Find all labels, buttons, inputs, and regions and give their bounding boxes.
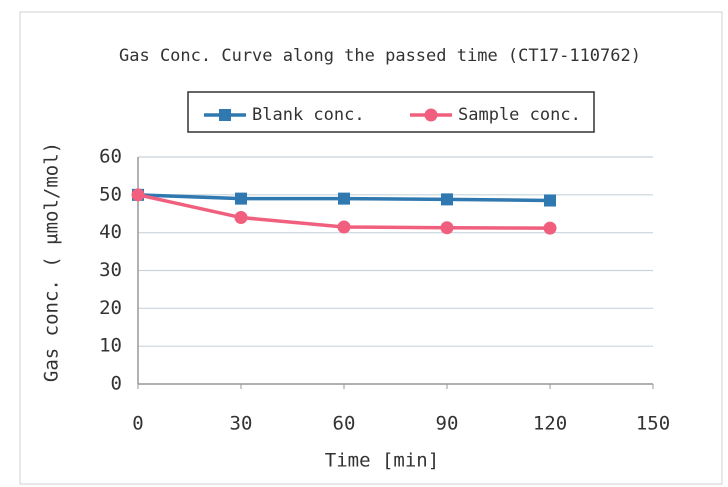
y-axis-label: Gas conc. ( μmol/mol) (41, 142, 63, 382)
y-tick-label: 20 (99, 297, 122, 319)
x-tick-label: 0 (132, 413, 143, 435)
x-axis-label: Time [min] (325, 450, 439, 472)
y-tick-label: 10 (99, 335, 122, 357)
data-point (235, 192, 247, 205)
y-tick-label: 30 (99, 259, 122, 281)
x-tick-label: 30 (230, 413, 253, 435)
chart-frame (19, 11, 723, 485)
x-tick-label: 120 (533, 413, 567, 435)
data-point (440, 221, 454, 235)
x-tick-label: 60 (333, 413, 356, 435)
data-point (234, 211, 248, 225)
legend-marker (219, 109, 231, 121)
data-point (337, 220, 351, 234)
x-tick-label: 90 (436, 413, 459, 435)
y-tick-label: 60 (99, 146, 122, 168)
y-tick-label: 0 (111, 373, 122, 395)
data-point (131, 188, 145, 202)
data-point (338, 192, 350, 205)
data-point (543, 221, 557, 235)
y-tick-label: 50 (99, 183, 122, 205)
data-point (441, 193, 453, 206)
x-tick-label: 150 (636, 413, 670, 435)
y-tick-label: 40 (99, 221, 122, 243)
legend-label: Sample conc. (458, 105, 581, 125)
chart-title: Gas Conc. Curve along the passed time (C… (119, 46, 641, 66)
legend-label: Blank conc. (252, 105, 365, 125)
legend-box (187, 91, 595, 133)
legend-marker (424, 108, 438, 122)
data-point (544, 194, 556, 207)
